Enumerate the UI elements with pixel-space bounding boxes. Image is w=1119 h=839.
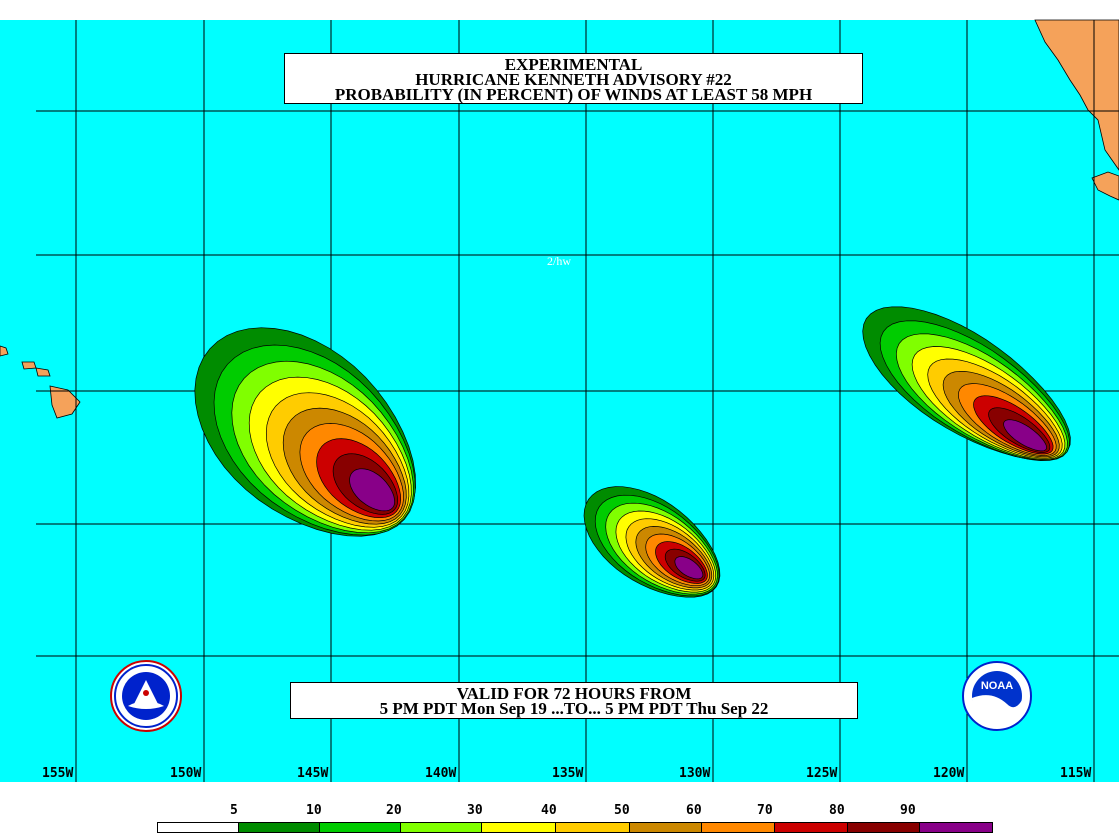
legend-swatch xyxy=(848,823,920,832)
legend-label: 80 xyxy=(829,803,845,818)
land-hawaii xyxy=(0,345,81,419)
credit-label: 2/hw xyxy=(547,254,571,268)
legend-label: 60 xyxy=(686,803,702,818)
probability-band xyxy=(1003,419,1047,452)
lon-label: 130W xyxy=(679,766,711,781)
probability-swath-west xyxy=(194,327,416,537)
lon-label: 150W xyxy=(170,766,202,781)
legend-swatch xyxy=(556,823,630,832)
title-line-2: HURRICANE KENNETH ADVISORY #22 xyxy=(415,70,732,89)
nws-logo xyxy=(110,660,182,732)
title-line-1: EXPERIMENTAL xyxy=(504,55,643,74)
legend-swatch xyxy=(630,823,702,832)
legend-swatch xyxy=(920,823,992,832)
lon-label: 135W xyxy=(552,766,584,781)
lon-label: 120W xyxy=(933,766,965,781)
probability-band xyxy=(674,556,704,580)
title-line-3: PROBABILITY (IN PERCENT) OF WINDS AT LEA… xyxy=(334,85,813,104)
legend-label: 5 xyxy=(230,803,238,818)
lon-label: 125W xyxy=(806,766,838,781)
lon-label: 115W xyxy=(1060,766,1092,781)
svg-text:NOAA: NOAA xyxy=(981,680,1013,692)
noaa-logo: NOAA xyxy=(962,661,1032,731)
validity-line-2: 5 PM PDT Mon Sep 19 ...TO... 5 PM PDT Th… xyxy=(379,699,769,718)
lon-label: 145W xyxy=(297,766,329,781)
legend-color-bar xyxy=(157,822,993,833)
legend-swatch xyxy=(702,823,775,832)
legend-label: 70 xyxy=(757,803,773,818)
validity-line-1: VALID FOR 72 HOURS FROM xyxy=(456,684,692,703)
legend-label: 10 xyxy=(306,803,322,818)
legend-swatch xyxy=(482,823,556,832)
legend-label: 20 xyxy=(386,803,402,818)
legend-swatch xyxy=(775,823,848,832)
legend-label: 50 xyxy=(614,803,630,818)
probability-swath-east xyxy=(862,306,1071,461)
lon-label: 140W xyxy=(425,766,457,781)
legend-label: 90 xyxy=(900,803,916,818)
legend-label: 40 xyxy=(541,803,557,818)
legend-swatch xyxy=(320,823,401,832)
lon-label: 155W xyxy=(42,766,74,781)
legend-swatch xyxy=(401,823,482,832)
legend-swatch xyxy=(239,823,320,832)
legend-label: 30 xyxy=(467,803,483,818)
validity-box: VALID FOR 72 HOURS FROM 5 PM PDT Mon Sep… xyxy=(290,682,858,719)
legend-swatch xyxy=(158,823,239,832)
land-baja-mexico xyxy=(1034,19,1119,201)
probability-band xyxy=(349,468,395,512)
title-box: EXPERIMENTAL HURRICANE KENNETH ADVISORY … xyxy=(284,53,863,104)
probability-swath-center xyxy=(583,486,721,598)
